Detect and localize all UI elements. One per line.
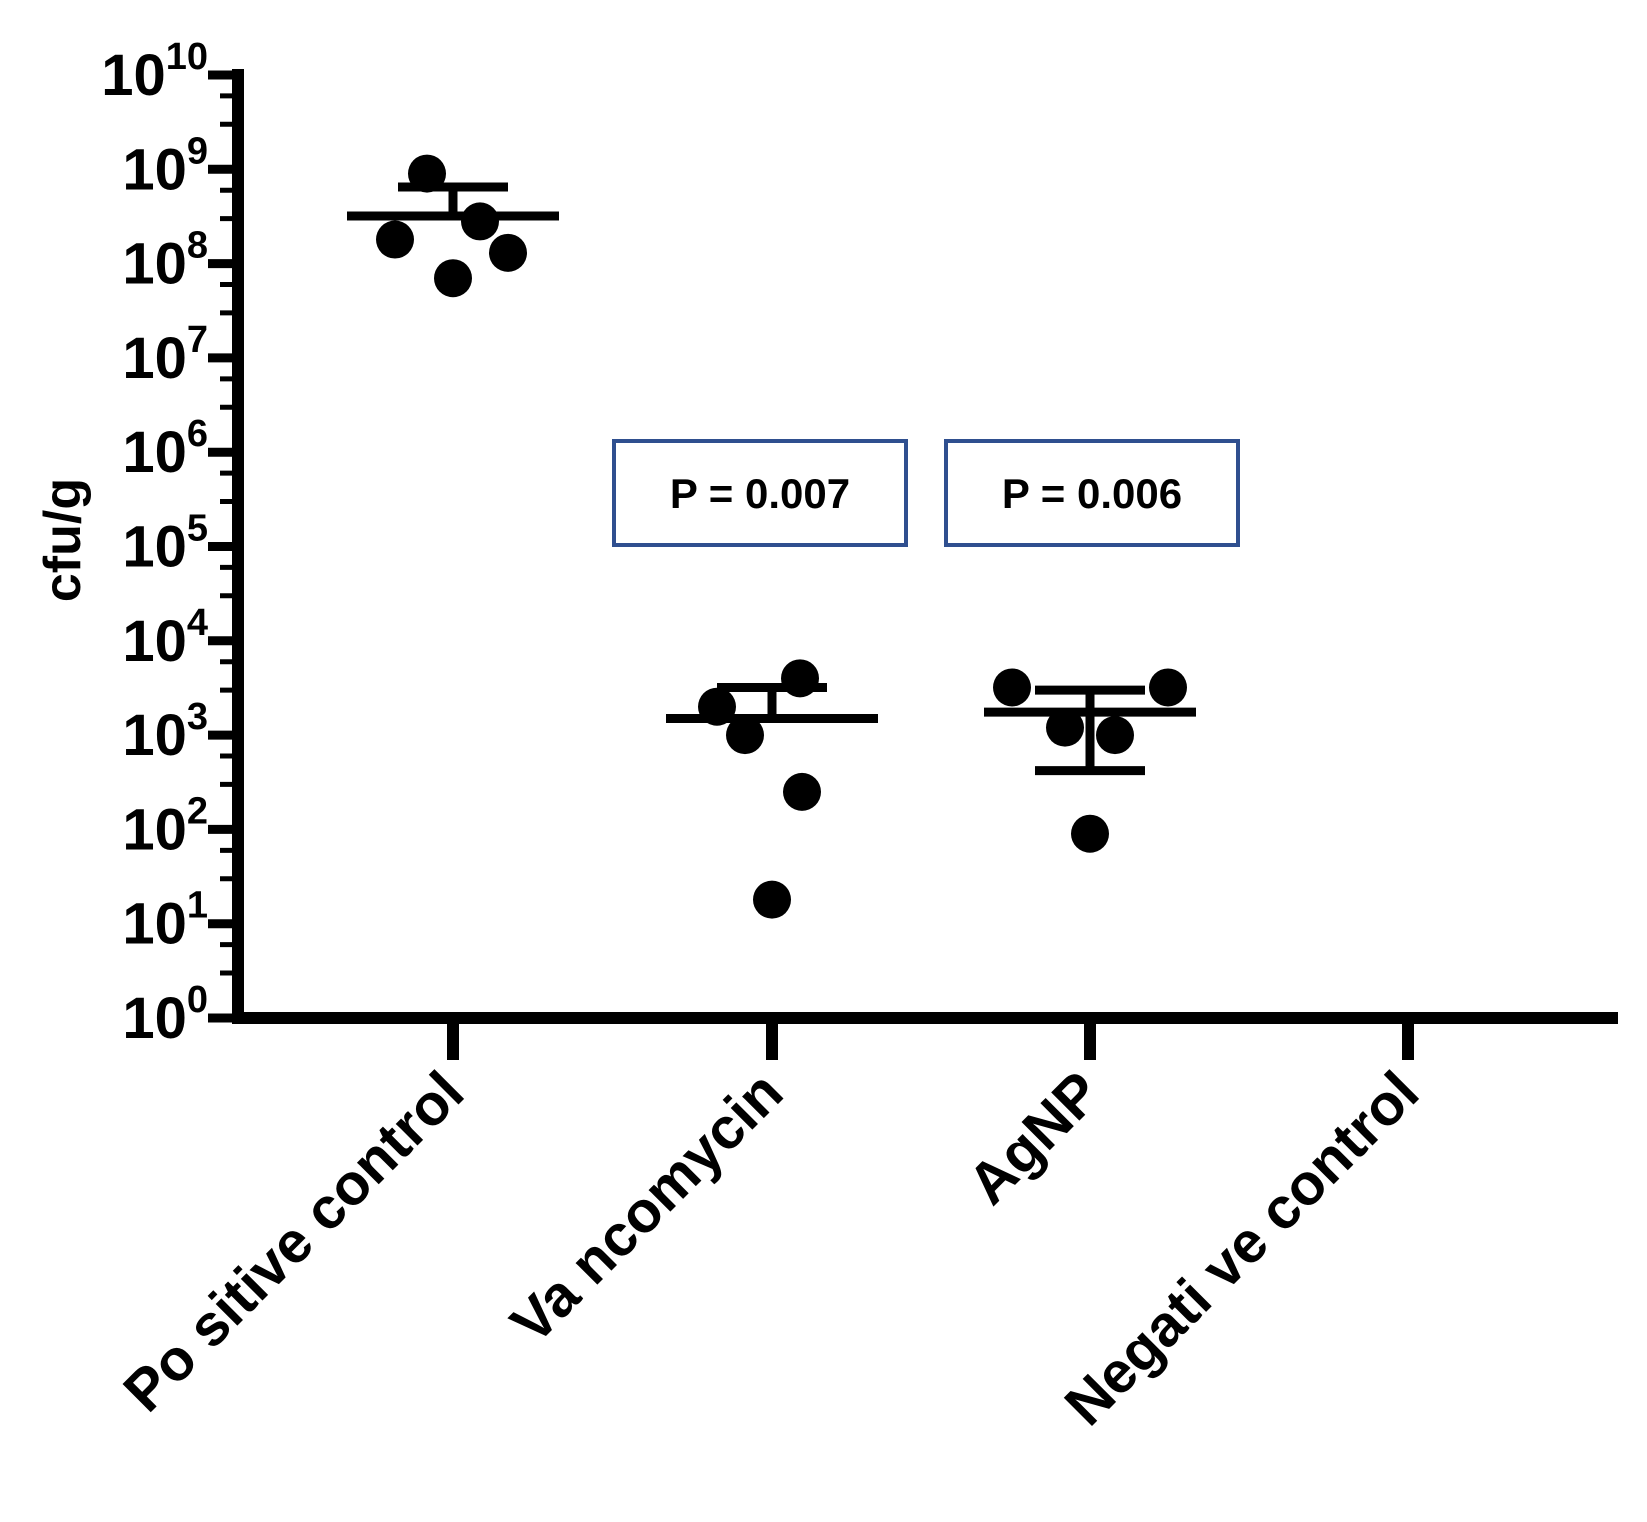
y-tick-label: 103: [122, 696, 208, 768]
data-point: [753, 880, 791, 919]
group-1: [347, 154, 559, 298]
data-point: [1149, 668, 1187, 707]
data-point: [698, 687, 736, 726]
group-2: [666, 659, 878, 919]
data-point: [489, 233, 527, 272]
y-tick-label: 102: [122, 790, 208, 862]
data-marks: [347, 154, 1196, 919]
y-tick-label: 104: [122, 602, 208, 674]
p-value-box-border: [612, 439, 908, 547]
p-value-text: P = 0.007: [670, 470, 850, 517]
data-point: [434, 259, 472, 298]
y-tick-labels: 100 101 102 103 104 105 106 107 108 109 1010: [101, 36, 208, 1051]
data-point: [726, 716, 764, 755]
x-category-label: AgNP: [956, 1059, 1114, 1217]
y-axis: [208, 69, 244, 1024]
data-point: [783, 772, 821, 811]
x-category-label: Po sitive control: [111, 1059, 476, 1424]
data-point: [408, 154, 446, 193]
y-tick-label: 108: [122, 225, 208, 297]
x-axis: [232, 1012, 1618, 1060]
p-value-box-border: [944, 439, 1240, 547]
y-tick-label: 101: [122, 885, 208, 957]
y-axis-title: cfu/g: [34, 478, 92, 602]
y-tick-label: 105: [122, 508, 208, 580]
y-tick-label: 1010: [101, 36, 208, 108]
data-point: [993, 668, 1031, 707]
data-point: [376, 220, 414, 259]
group-3: [984, 668, 1196, 853]
p-value-text: P = 0.006: [1002, 470, 1182, 517]
p-value-box: P = 0.006: [944, 439, 1240, 547]
data-point: [1096, 716, 1134, 755]
data-point: [781, 659, 819, 698]
p-value-box: P = 0.007: [612, 439, 908, 547]
x-category-label: Va ncomycin: [498, 1059, 795, 1356]
data-point: [1046, 708, 1084, 747]
y-tick-label: 107: [122, 319, 208, 391]
data-point: [461, 202, 499, 241]
x-category-label: Negati ve control: [1053, 1059, 1432, 1438]
y-tick-label: 100: [122, 979, 208, 1051]
data-point: [1071, 814, 1109, 853]
y-tick-label: 106: [122, 413, 208, 485]
annotations: P = 0.007 P = 0.006: [612, 439, 1240, 547]
y-tick-label: 109: [122, 130, 208, 202]
